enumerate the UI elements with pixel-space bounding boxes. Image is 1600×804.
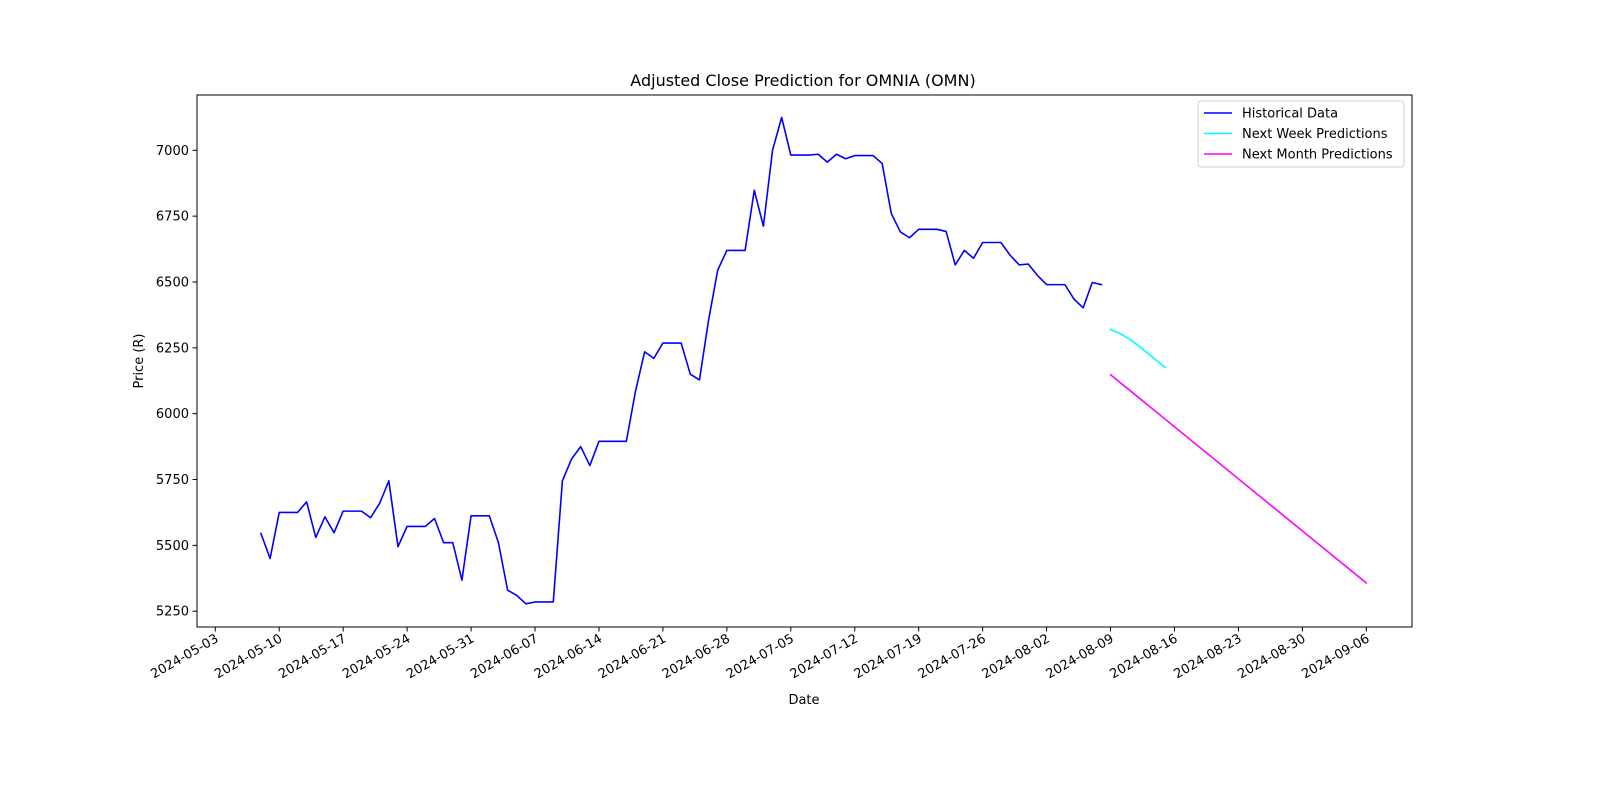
legend: Historical Data Next Week Predictions Next… bbox=[1197, 100, 1405, 168]
y-tick-label: 5750 bbox=[156, 473, 189, 488]
legend-label-0: Historical Data bbox=[1242, 107, 1338, 122]
y-tick-label: 5250 bbox=[156, 605, 189, 620]
y-tick-label: 6750 bbox=[156, 210, 189, 225]
y-tick-label: 7000 bbox=[156, 144, 189, 159]
y-tick-label: 5500 bbox=[156, 539, 189, 554]
y-tick-label: 6000 bbox=[156, 407, 189, 422]
y-axis: 5250 5500 5750 6000 6250 6500 6750 7000 bbox=[156, 144, 197, 620]
legend-label-2: Next Month Predictions bbox=[1242, 148, 1393, 163]
series-line-1 bbox=[1109, 328, 1167, 369]
legend-label-1: Next Week Predictions bbox=[1242, 127, 1388, 142]
x-axis-label: Date bbox=[788, 693, 819, 708]
y-axis-label: Price (R) bbox=[132, 333, 147, 388]
plot-area bbox=[259, 116, 1368, 605]
series-line-2 bbox=[1109, 373, 1368, 585]
series-line-0 bbox=[259, 116, 1103, 605]
y-tick-label: 6250 bbox=[156, 341, 189, 356]
chart-title: Adjusted Close Prediction for OMNIA (OMN… bbox=[630, 71, 975, 90]
y-tick-label: 6500 bbox=[156, 275, 189, 290]
plot-frame bbox=[196, 94, 1413, 628]
legend-box bbox=[1197, 100, 1405, 168]
